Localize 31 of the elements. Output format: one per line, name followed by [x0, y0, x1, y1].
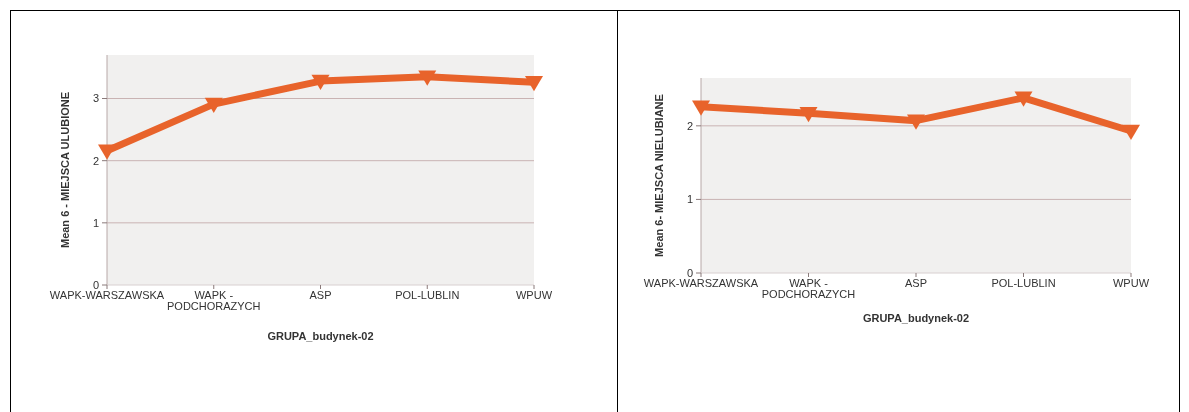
y-tick-label: 2 [686, 119, 693, 132]
point [204, 97, 223, 114]
x-tick-label: WPUW [515, 289, 553, 301]
x-axis-title: GRUPA_budynek-02 [862, 312, 970, 324]
y-axis-title: Mean 6- MIEJSCA NIELUBIANE [653, 94, 665, 257]
x-tick-label: WAPK - PODCHORAZYCH [166, 289, 261, 312]
y-tick-label: 0 [92, 278, 99, 291]
x-tick-label: WPUW [1112, 277, 1150, 289]
point [98, 144, 116, 160]
x-tick-label: WAPK-WARSZAWSKA [49, 289, 165, 301]
x-tick-label: ASP [904, 277, 928, 289]
point [1122, 124, 1140, 140]
point [418, 70, 437, 86]
y-tick-label: 1 [92, 216, 99, 229]
point [907, 114, 925, 130]
x-axis-title: GRUPA_budynek-02 [267, 330, 374, 342]
point [692, 100, 710, 116]
point [525, 76, 543, 92]
x-tick-label: ASP [309, 289, 332, 301]
x-tick-label: POL-LUBLIN [395, 289, 460, 301]
y-tick-label: 3 [92, 92, 99, 105]
y-tick-label: 2 [92, 154, 99, 167]
y-tick-label: 0 [686, 266, 693, 279]
point [799, 107, 818, 123]
point [311, 74, 330, 91]
x-tick-label: WAPK-WARSZAWSKA [643, 277, 759, 289]
x-tick-label: POL-LUBLIN [991, 277, 1056, 289]
y-tick-label: 1 [686, 193, 693, 206]
x-tick-label: WAPK - PODCHORAZYCH [761, 277, 856, 300]
y-axis-title: Mean 6 - MIEJSCA ULUBIONE [59, 91, 71, 249]
point [1014, 91, 1033, 107]
